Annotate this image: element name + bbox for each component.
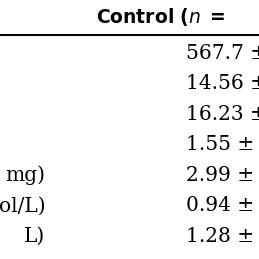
Text: 14.56 ± 1.0: 14.56 ± 1.0 [186,74,259,93]
Text: ol/L): ol/L) [0,196,45,215]
Text: $\mathbf{Control\ (}$$\mathit{n}$$\mathbf{\ =}$: $\mathbf{Control\ (}$$\mathit{n}$$\mathb… [96,6,225,28]
Text: 1.55 ± 0.09: 1.55 ± 0.09 [186,135,259,154]
Text: 0.94 ± 0.13: 0.94 ± 0.13 [186,196,259,215]
Text: 2.99 ± 0.47: 2.99 ± 0.47 [186,166,259,185]
Text: L): L) [24,227,45,246]
Text: 1.28 ± 0.22: 1.28 ± 0.22 [186,227,259,246]
Text: mg): mg) [5,166,45,185]
Text: 567.7 ± 12.: 567.7 ± 12. [186,44,259,63]
Text: 16.23 ± 0.7: 16.23 ± 0.7 [186,105,259,124]
